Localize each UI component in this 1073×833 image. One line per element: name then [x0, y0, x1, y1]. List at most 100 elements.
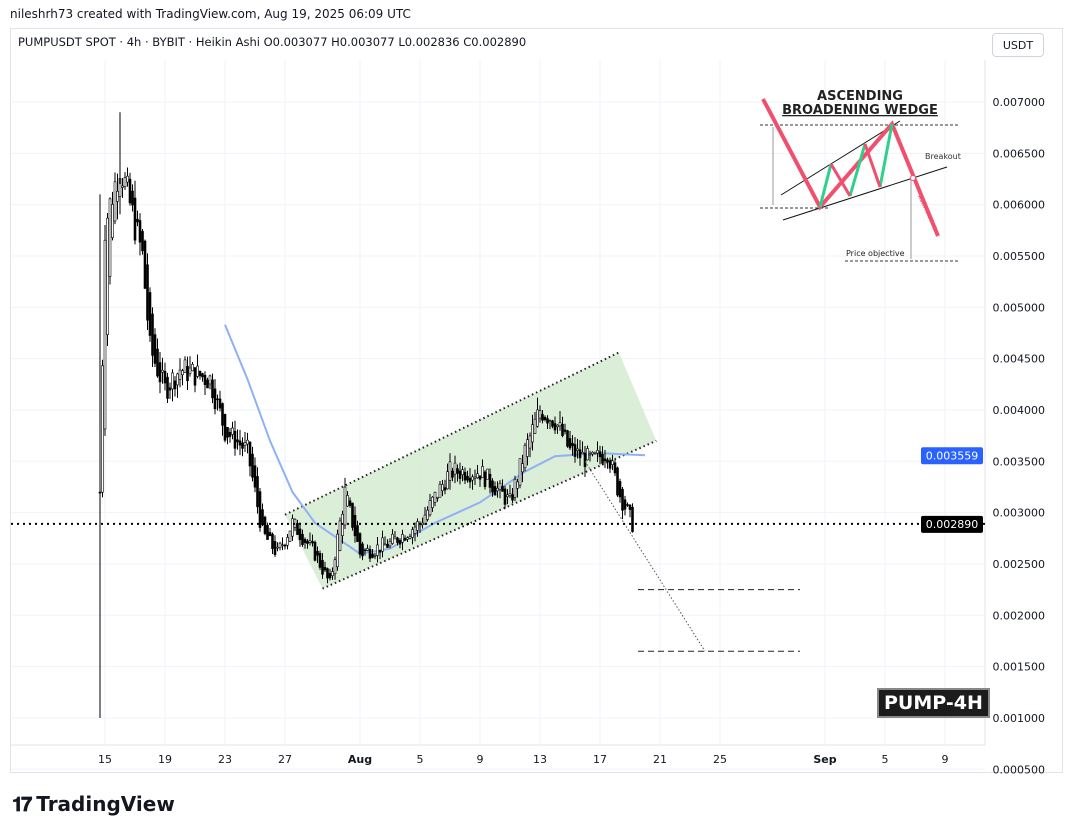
candle-body [411, 529, 414, 538]
x-tick-label: Aug [348, 753, 372, 766]
candle-body [336, 533, 339, 567]
candle-body [196, 365, 199, 377]
candle-body [548, 420, 552, 423]
candle-body [441, 484, 444, 492]
candle-body [178, 369, 182, 380]
candle-body [146, 264, 149, 321]
candle-body [248, 441, 252, 467]
candle-body [433, 491, 437, 503]
candle-body [516, 481, 519, 489]
candle-body [128, 178, 132, 204]
currency-button[interactable]: USDT [992, 33, 1044, 57]
candle-body [318, 552, 322, 568]
x-tick-label: 23 [218, 753, 232, 766]
candle-body [543, 417, 547, 420]
candle-body [593, 452, 597, 455]
candle-body [198, 370, 202, 377]
candle-body [188, 367, 192, 374]
inset-title: BROADENING WEDGE [782, 103, 938, 118]
candle-body [126, 175, 129, 183]
candle-body [578, 449, 582, 459]
candle-body [598, 451, 602, 458]
candle-body [301, 533, 304, 545]
candle-body [218, 398, 222, 409]
candle-body [493, 486, 497, 496]
candle-body [361, 543, 364, 557]
x-tick-label: 9 [477, 753, 484, 766]
candle-body [466, 475, 469, 481]
candle-body [156, 348, 159, 377]
candle-body [278, 542, 282, 548]
x-tick-label: 5 [417, 753, 424, 766]
candle-body [383, 543, 387, 546]
candle-body [513, 478, 517, 498]
candle-body [151, 313, 154, 356]
candle-body [296, 523, 299, 535]
candle-body [148, 292, 152, 336]
candle-body [143, 240, 147, 289]
candle-body [246, 439, 249, 445]
candle-body [341, 513, 344, 536]
candle-body [368, 549, 372, 559]
candle-body [586, 448, 589, 461]
candle-body [111, 204, 114, 238]
x-tick-label: 27 [278, 753, 292, 766]
candle-body [308, 540, 312, 543]
candle-body [601, 453, 604, 464]
candle-body [236, 439, 239, 443]
tradingview-logo-icon: 𝟏𝟕 [12, 792, 32, 816]
candle-body [403, 537, 407, 541]
candle-body [231, 427, 234, 435]
candle-body [553, 423, 557, 431]
candle-body [108, 198, 112, 277]
candle-body [381, 537, 384, 552]
candle-body [491, 480, 494, 493]
candle-body [566, 430, 569, 447]
inset-title: ASCENDING [817, 89, 903, 104]
candle-body [158, 362, 162, 383]
candle-body [261, 509, 264, 526]
candle-body [506, 494, 509, 497]
candle-body [583, 452, 587, 467]
candle-body [193, 367, 197, 386]
candle-body [408, 536, 412, 539]
moving-average-line [224, 324, 646, 555]
candle-body [571, 442, 574, 447]
candle-body [508, 493, 512, 497]
candle-body [533, 418, 537, 434]
tradingview-logo[interactable]: 𝟏𝟕 TradingView [12, 792, 175, 816]
candle-body [501, 486, 504, 492]
candle-body [288, 530, 292, 542]
candle-body [608, 460, 612, 469]
y-tick-label: 0.001500 [993, 661, 1046, 674]
candle-body [153, 334, 157, 364]
x-tick-label: 19 [158, 753, 172, 766]
candle-body [393, 536, 397, 540]
candle-body [303, 539, 307, 543]
candle-body [468, 477, 472, 483]
candle-body [113, 181, 117, 222]
candle-body [348, 500, 352, 506]
candle-body [101, 365, 104, 493]
channel-upper-line [284, 351, 620, 516]
candle-body [546, 418, 549, 424]
candle-body [211, 379, 214, 399]
candle-body [291, 518, 294, 537]
candle-body [353, 514, 357, 537]
candle-body [538, 410, 542, 419]
inset-red-leg [863, 143, 882, 188]
candle-body [611, 460, 614, 465]
candle-body [306, 540, 309, 544]
y-tick-label: 0.003000 [993, 507, 1046, 520]
y-tick-label: 0.002000 [993, 609, 1046, 622]
candle-body [328, 573, 332, 579]
candle-body [116, 191, 119, 202]
candle-body [528, 435, 532, 449]
candle-body [123, 177, 127, 187]
candle-body [561, 423, 564, 436]
chart-credit: nileshrh73 created with TradingView.com,… [10, 7, 411, 21]
candle-body [316, 550, 319, 556]
candle-body [428, 500, 432, 516]
candle-body [273, 541, 277, 555]
